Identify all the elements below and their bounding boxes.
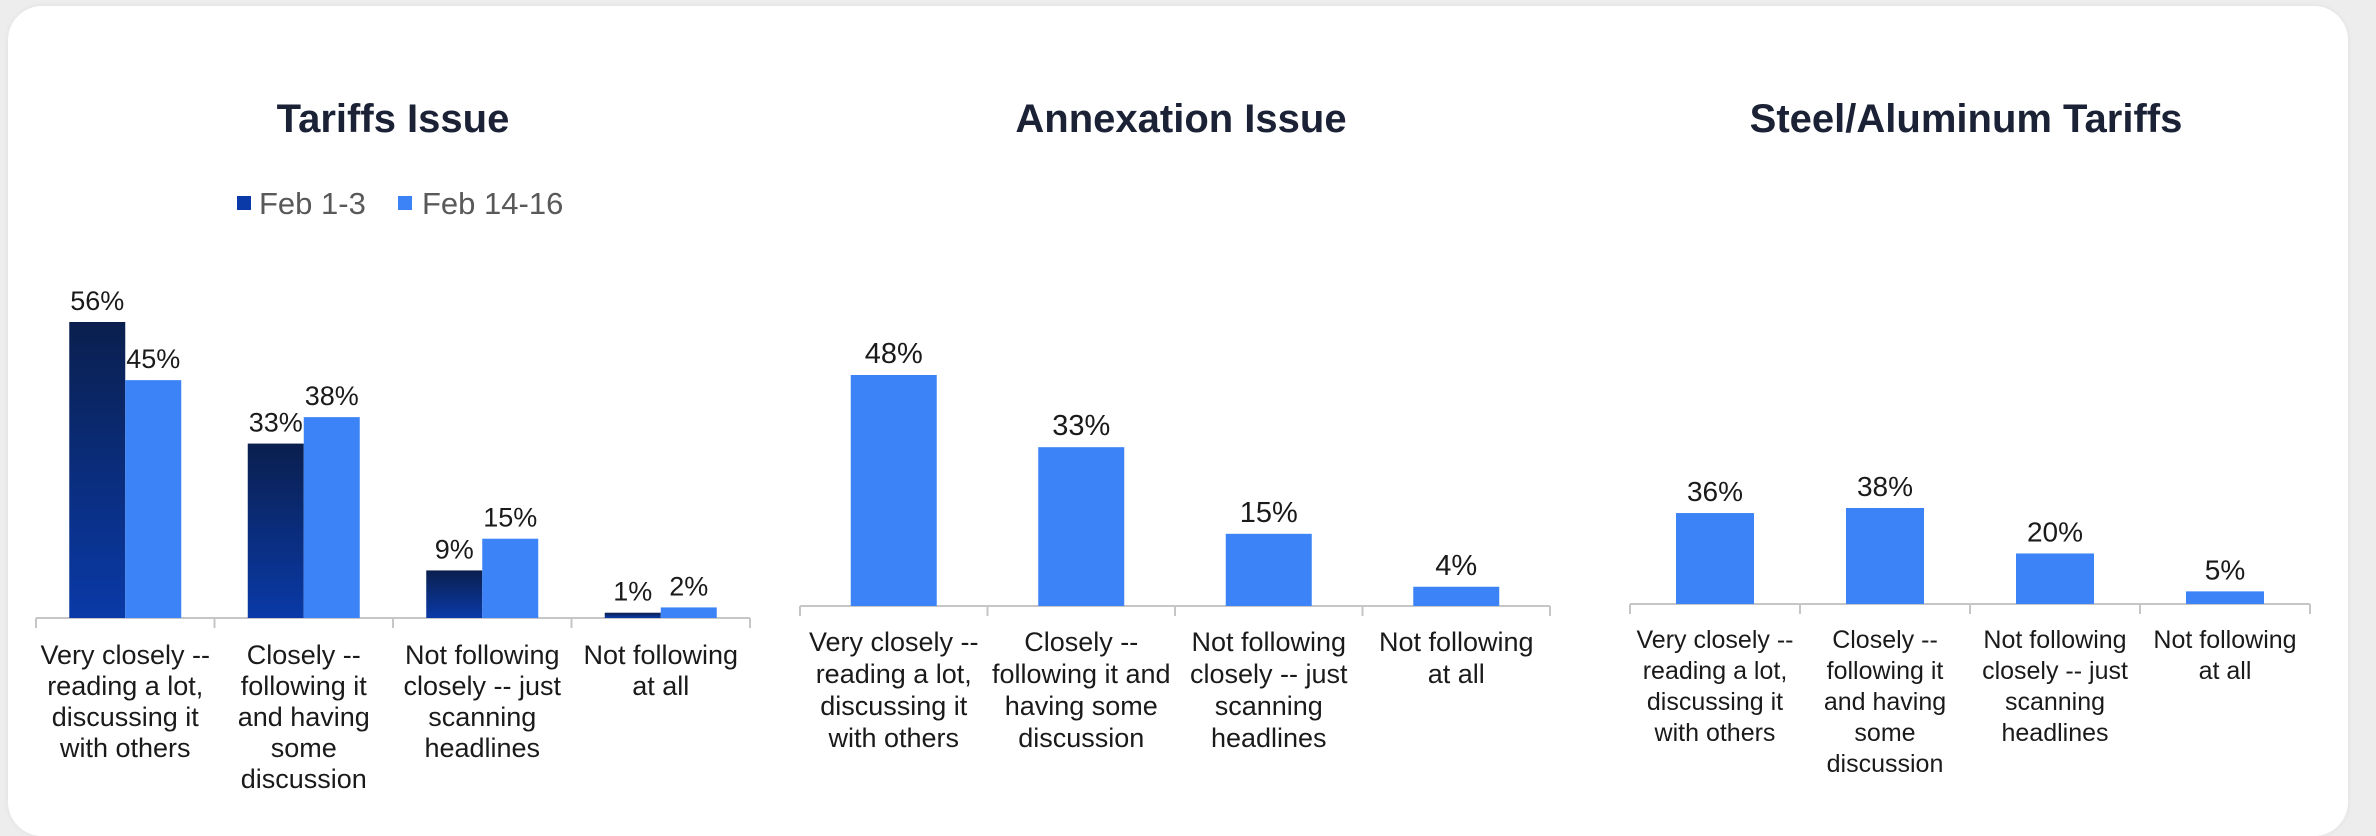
- category-label-tariffs-2: and having: [238, 702, 370, 732]
- data-label-steel-aluminum: 38%: [1857, 471, 1913, 502]
- category-label-steel-aluminum-1: discussing it: [1647, 688, 1783, 716]
- category-label-tariffs-4: at all: [632, 671, 689, 701]
- category-label-annexation-1: discussing it: [820, 691, 968, 721]
- bar-tariffs-feb-1-3-1: [69, 322, 126, 618]
- data-label-tariffs: 15%: [483, 503, 537, 533]
- chart-title-steel-aluminum: Steel/Aluminum Tariffs: [1750, 97, 2183, 141]
- chart-title-annexation: Annexation Issue: [1015, 97, 1346, 141]
- category-label-steel-aluminum-1: reading a lot,: [1643, 657, 1788, 685]
- category-label-steel-aluminum-3: closely -- just: [1982, 657, 2128, 685]
- category-label-steel-aluminum-2: some: [1854, 719, 1915, 747]
- bar-annexation-series-2: [1038, 447, 1125, 606]
- chart-card: [8, 6, 2348, 836]
- category-label-steel-aluminum-3: Not following: [1983, 626, 2126, 654]
- category-label-steel-aluminum-3: headlines: [2001, 719, 2108, 747]
- data-label-steel-aluminum: 36%: [1687, 476, 1743, 507]
- category-label-annexation-3: scanning: [1215, 691, 1323, 721]
- category-label-tariffs-2: some: [271, 733, 337, 763]
- data-label-steel-aluminum: 5%: [2205, 554, 2245, 585]
- data-label-steel-aluminum: 20%: [2027, 516, 2083, 547]
- data-label-tariffs: 45%: [126, 344, 180, 374]
- data-label-tariffs: 38%: [305, 381, 359, 411]
- data-label-tariffs: 9%: [435, 534, 474, 564]
- data-label-annexation: 48%: [865, 338, 923, 370]
- bar-tariffs-feb-1-3-4: [604, 612, 661, 618]
- category-label-tariffs-3: scanning: [428, 702, 536, 732]
- category-label-tariffs-2: following it: [241, 671, 368, 701]
- category-label-tariffs-2: Closely --: [247, 640, 361, 670]
- bar-tariffs-feb-14-16-1: [125, 380, 182, 618]
- bar-tariffs-feb-14-16-3: [482, 538, 539, 618]
- bar-annexation-series-4: [1413, 586, 1500, 606]
- bar-tariffs-feb-1-3-2: [247, 443, 304, 618]
- legend: Feb 1-3 Feb 14-16: [237, 186, 563, 221]
- category-label-steel-aluminum-2: Closely --: [1832, 626, 1938, 654]
- category-label-steel-aluminum-3: scanning: [2005, 688, 2105, 716]
- category-label-annexation-3: headlines: [1211, 723, 1327, 753]
- bar-steel-aluminum-series-1: [1676, 513, 1754, 604]
- category-label-steel-aluminum-1: with others: [1654, 719, 1776, 747]
- category-label-annexation-1: reading a lot,: [816, 659, 972, 689]
- bar-steel-aluminum-series-4: [2186, 591, 2264, 604]
- category-label-tariffs-3: headlines: [424, 733, 540, 763]
- category-label-steel-aluminum-2: and having: [1824, 688, 1946, 716]
- category-label-annexation-2: following it and: [992, 659, 1171, 689]
- category-label-annexation-3: Not following: [1191, 627, 1346, 657]
- category-label-annexation-2: Closely --: [1024, 627, 1138, 657]
- category-label-annexation-2: discussion: [1018, 723, 1144, 753]
- category-label-steel-aluminum-4: Not following: [2153, 626, 2296, 654]
- bar-annexation-series-1: [850, 375, 937, 606]
- category-label-steel-aluminum-2: discussion: [1827, 750, 1944, 778]
- category-label-annexation-2: having some: [1005, 691, 1158, 721]
- bar-tariffs-feb-1-3-3: [426, 570, 483, 618]
- data-label-annexation: 33%: [1052, 410, 1110, 442]
- bar-annexation-series-3: [1225, 533, 1312, 606]
- category-label-annexation-1: Very closely --: [809, 627, 979, 657]
- category-label-steel-aluminum-1: Very closely --: [1637, 626, 1794, 654]
- bar-steel-aluminum-series-2: [1846, 508, 1924, 604]
- bar-tariffs-feb-14-16-4: [660, 607, 717, 618]
- data-label-tariffs: 56%: [70, 286, 124, 316]
- data-label-tariffs: 2%: [669, 571, 708, 601]
- category-label-tariffs-1: reading a lot,: [47, 671, 203, 701]
- category-label-tariffs-2: discussion: [241, 764, 367, 794]
- category-label-annexation-4: Not following: [1379, 627, 1534, 657]
- legend-swatch-feb-14-16: [398, 196, 412, 210]
- bar-tariffs-feb-14-16-2: [303, 417, 360, 618]
- legend-label-feb-1-3: Feb 1-3: [259, 186, 366, 221]
- category-label-tariffs-3: closely -- just: [403, 671, 561, 701]
- data-label-annexation: 4%: [1435, 550, 1477, 582]
- bar-steel-aluminum-series-3: [2016, 553, 2094, 604]
- data-label-tariffs: 33%: [249, 408, 303, 438]
- category-label-tariffs-3: Not following: [405, 640, 560, 670]
- category-label-tariffs-1: with others: [59, 733, 191, 763]
- category-label-annexation-3: closely -- just: [1190, 659, 1348, 689]
- category-label-tariffs-1: discussing it: [52, 702, 200, 732]
- category-label-annexation-1: with others: [827, 723, 959, 753]
- legend-swatch-feb-1-3: [237, 196, 251, 210]
- category-label-steel-aluminum-2: following it: [1827, 657, 1944, 685]
- category-label-steel-aluminum-4: at all: [2199, 657, 2252, 685]
- chart-title-tariffs: Tariffs Issue: [277, 97, 510, 141]
- category-label-annexation-4: at all: [1428, 659, 1485, 689]
- data-label-tariffs: 1%: [613, 577, 652, 607]
- charts-canvas: Tariffs Issue Annexation Issue Steel/Alu…: [35, 97, 2311, 794]
- data-label-annexation: 15%: [1240, 497, 1298, 529]
- category-label-tariffs-4: Not following: [583, 640, 738, 670]
- category-label-tariffs-1: Very closely --: [40, 640, 210, 670]
- legend-label-feb-14-16: Feb 14-16: [422, 186, 563, 221]
